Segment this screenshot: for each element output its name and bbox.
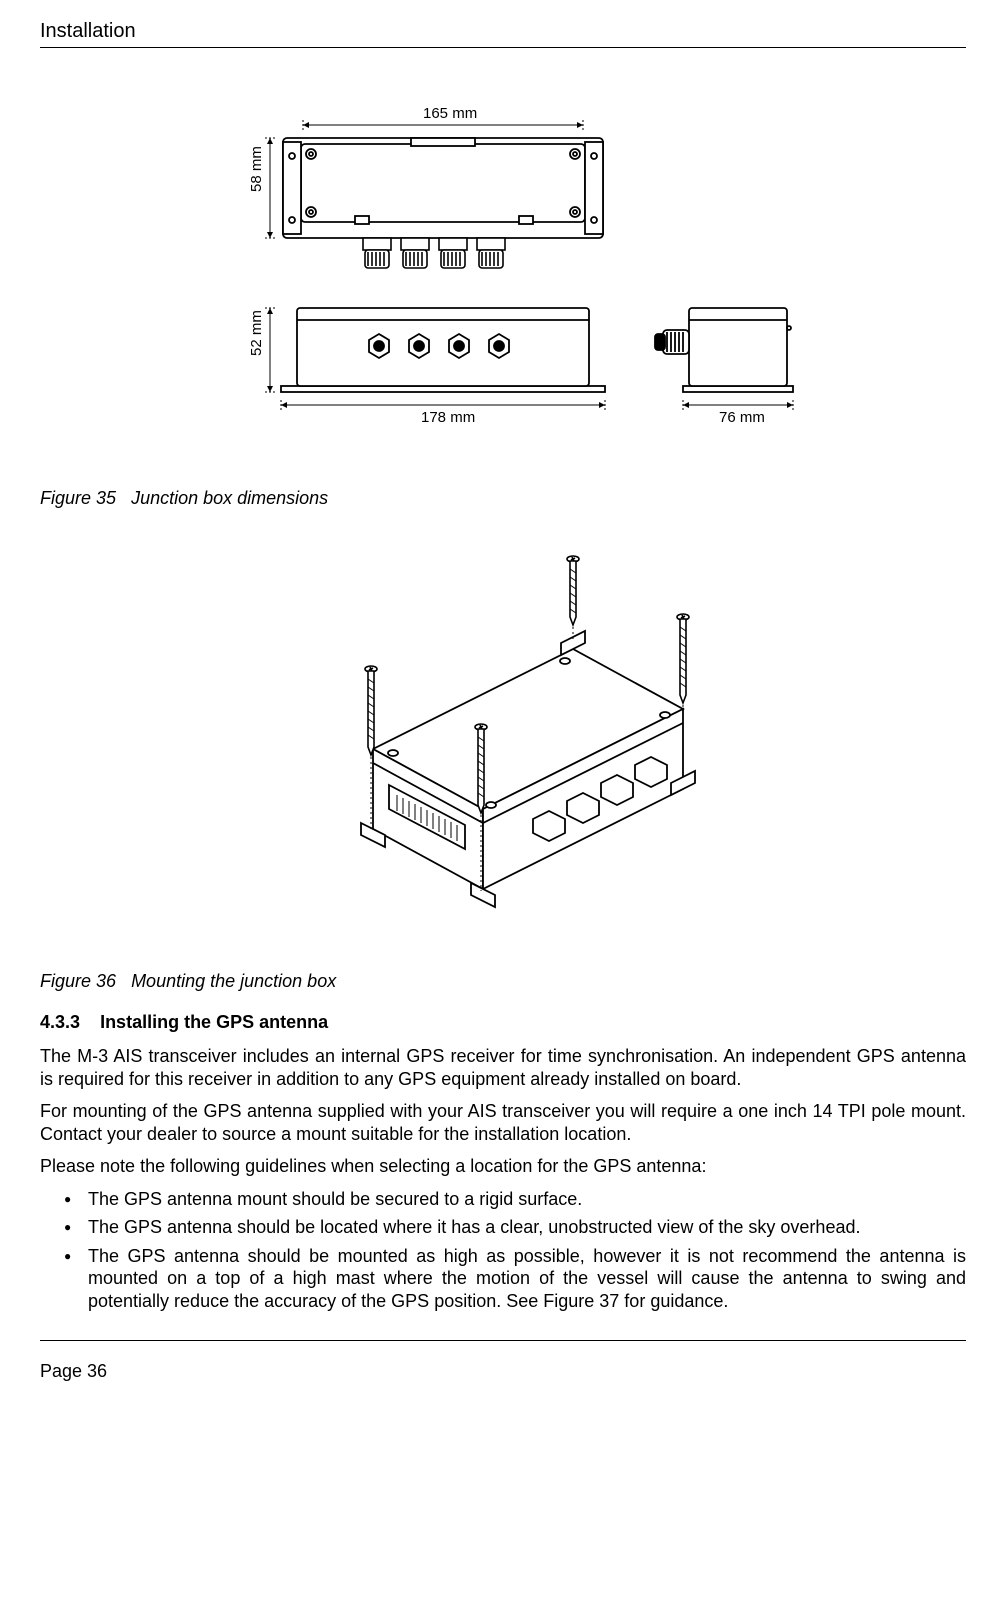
- page-header: Installation: [40, 20, 966, 48]
- dim-52-label: 52 mm: [248, 310, 265, 356]
- page-footer: Page 36: [40, 1340, 966, 1382]
- list-item: The GPS antenna mount should be secured …: [88, 1188, 966, 1211]
- figure-36-caption: Figure 36 Mounting the junction box: [40, 971, 966, 992]
- section-title: Installing the GPS antenna: [100, 1012, 328, 1032]
- page-number: Page 36: [40, 1361, 107, 1381]
- paragraph-2: For mounting of the GPS antenna supplied…: [40, 1100, 966, 1145]
- figure-36-text: Mounting the junction box: [131, 971, 336, 991]
- paragraph-1: The M-3 AIS transceiver includes an inte…: [40, 1045, 966, 1090]
- mounting-junction-box-figure: [40, 529, 966, 959]
- junction-box-dimensions-figure: 165 mm: [40, 108, 966, 468]
- guidelines-list: The GPS antenna mount should be secured …: [40, 1188, 966, 1313]
- paragraph-3: Please note the following guidelines whe…: [40, 1155, 966, 1178]
- dim-top-label: 165 mm: [423, 108, 477, 122]
- dim-178-label: 178 mm: [421, 409, 475, 426]
- figure-36-label: Figure 36: [40, 971, 116, 991]
- figure-35-text: Junction box dimensions: [131, 488, 328, 508]
- figure-35-label: Figure 35: [40, 488, 116, 508]
- section-heading: 4.3.3 Installing the GPS antenna: [40, 1012, 966, 1033]
- figure-35-caption: Figure 35 Junction box dimensions: [40, 488, 966, 509]
- section-number: 4.3.3: [40, 1012, 80, 1032]
- list-item: The GPS antenna should be located where …: [88, 1216, 966, 1239]
- list-item: The GPS antenna should be mounted as hig…: [88, 1245, 966, 1313]
- dim-58-label: 58 mm: [248, 146, 265, 192]
- dim-76-label: 76 mm: [719, 409, 765, 426]
